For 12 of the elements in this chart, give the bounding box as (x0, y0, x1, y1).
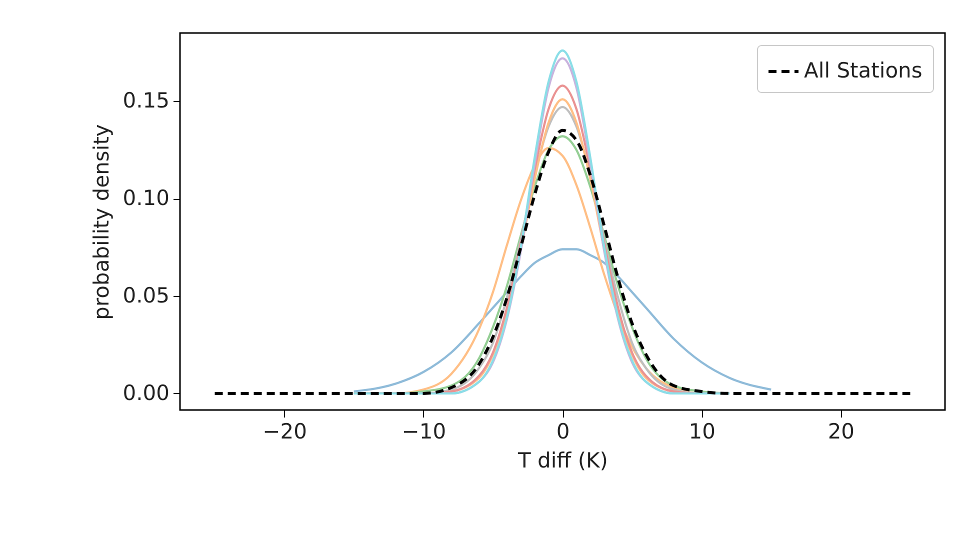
x-tick-label: 10 (688, 420, 716, 444)
y-tick-label: 0.15 (122, 88, 170, 113)
x-tick-label: −20 (262, 420, 307, 444)
y-axis-title: probability density (90, 124, 114, 320)
y-tick-label: 0.05 (122, 284, 170, 308)
y-tick-label: 0.00 (122, 380, 170, 405)
legend-label: All Stations (804, 58, 922, 82)
x-axis-title: T diff (K) (517, 448, 608, 472)
x-tick-label: 0 (556, 420, 570, 444)
x-tick-label: 20 (828, 420, 855, 444)
y-tick-label: 0.10 (122, 186, 170, 210)
x-tick-label: −10 (402, 420, 446, 444)
